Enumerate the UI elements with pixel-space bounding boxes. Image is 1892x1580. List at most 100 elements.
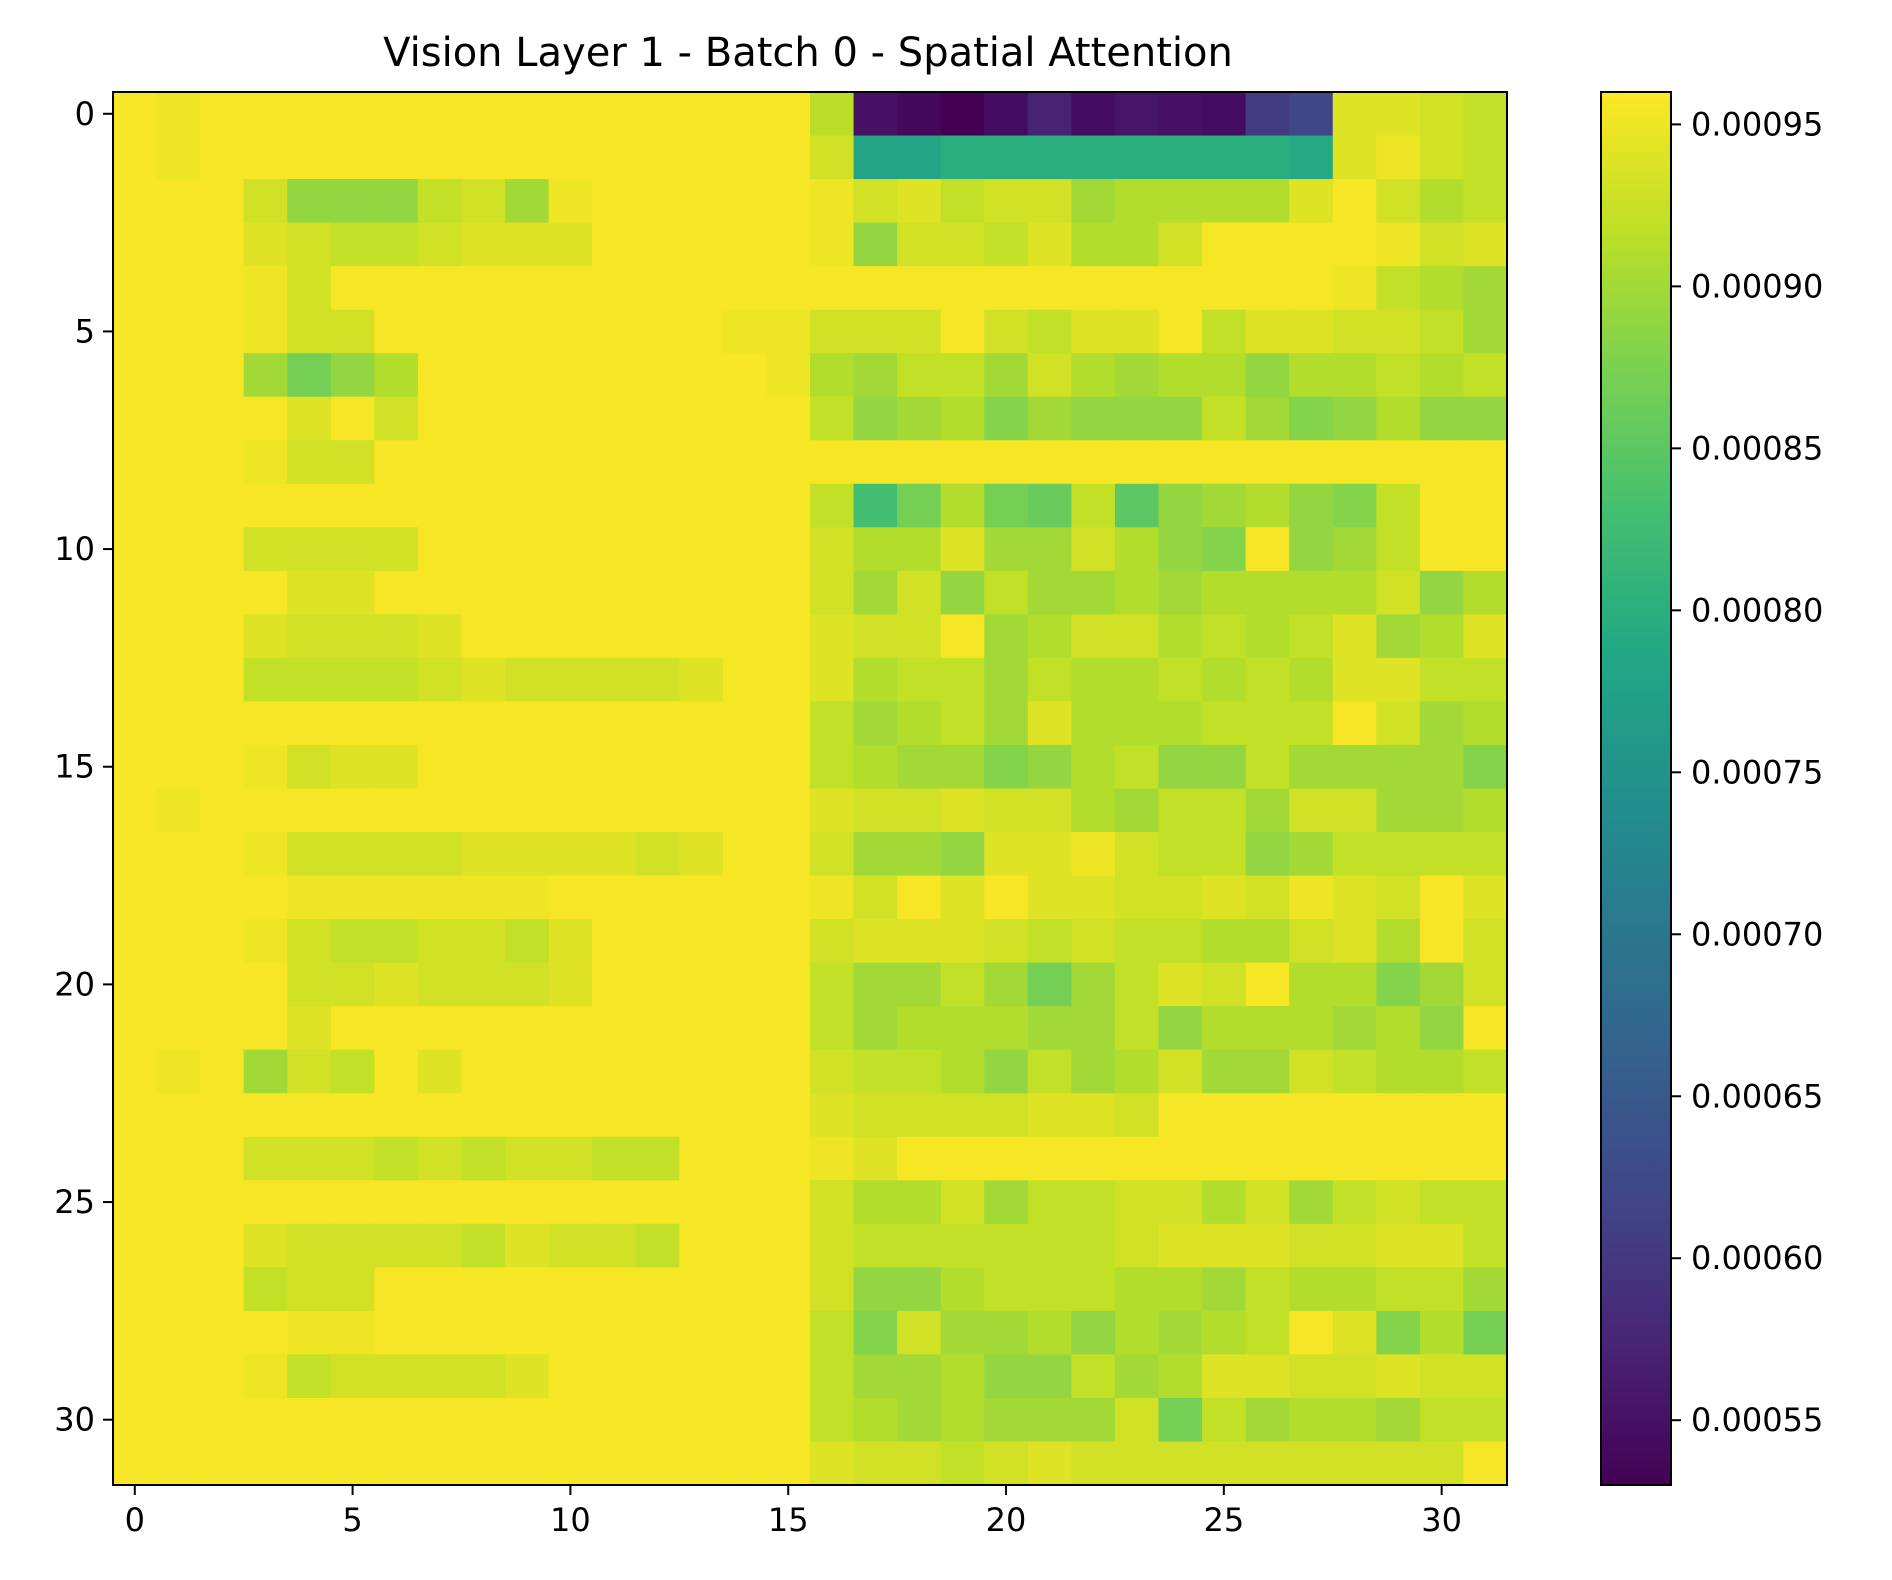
heatmap-cell <box>113 353 158 398</box>
heatmap-cell <box>243 919 288 964</box>
heatmap-cell <box>940 701 985 746</box>
heatmap-cell <box>243 657 288 703</box>
heatmap-cell <box>287 962 332 1007</box>
heatmap-cell <box>1419 527 1465 572</box>
heatmap-cell <box>374 875 419 920</box>
heatmap-cell <box>505 527 550 572</box>
heatmap-cell <box>1071 1093 1116 1138</box>
heatmap-cell <box>810 1049 855 1094</box>
heatmap-cell <box>810 483 855 528</box>
heatmap-cell <box>374 919 419 964</box>
heatmap-cell <box>548 92 593 137</box>
heatmap-cell <box>505 1397 550 1443</box>
heatmap-cell <box>1376 440 1421 485</box>
heatmap-cell <box>243 266 288 311</box>
heatmap-cell <box>1376 875 1421 920</box>
heatmap-cell <box>1202 179 1247 224</box>
heatmap-cell <box>853 701 898 746</box>
heatmap-cell <box>1114 614 1160 659</box>
colorbar-tick-label: 0.00085 <box>1691 429 1823 467</box>
heatmap-cell <box>722 657 768 703</box>
heatmap-cell <box>1071 92 1116 137</box>
heatmap-cell <box>548 614 593 659</box>
heatmap-cell <box>592 1397 637 1443</box>
heatmap-cell <box>1245 1441 1290 1486</box>
heatmap-cell <box>679 1006 724 1051</box>
heatmap-cell <box>461 266 506 311</box>
heatmap-cell <box>810 919 855 964</box>
heatmap-cell <box>897 1136 942 1181</box>
heatmap-cell <box>461 396 506 441</box>
heatmap-cell <box>1419 1354 1465 1399</box>
heatmap-cell <box>156 1441 201 1486</box>
heatmap-cell <box>897 353 942 398</box>
heatmap-cell <box>766 744 811 790</box>
heatmap-cell <box>1463 657 1508 703</box>
heatmap-cell <box>200 1354 245 1399</box>
heatmap-cell <box>461 657 506 703</box>
heatmap-cell <box>1114 222 1160 267</box>
heatmap-cell <box>1245 179 1290 224</box>
heatmap-cell <box>897 1441 942 1486</box>
heatmap-cell <box>1289 1397 1334 1443</box>
heatmap-cell <box>635 1441 680 1486</box>
heatmap-cell <box>635 483 680 528</box>
heatmap-cell <box>505 1136 550 1181</box>
y-tick-label: 30 <box>54 1401 95 1439</box>
heatmap-cell <box>1463 396 1508 441</box>
heatmap-cell <box>984 1441 1029 1486</box>
heatmap-cell <box>287 788 332 833</box>
heatmap-cell <box>243 614 288 659</box>
heatmap-cell <box>635 1354 680 1399</box>
heatmap-cell <box>461 1006 506 1051</box>
heatmap-cell <box>853 744 898 790</box>
heatmap-cell <box>1332 1397 1377 1443</box>
heatmap-cell <box>635 614 680 659</box>
heatmap-cell <box>156 483 201 528</box>
heatmap-cell <box>330 701 375 746</box>
heatmap-cell <box>766 1310 811 1356</box>
heatmap-cell <box>417 1397 463 1443</box>
heatmap-cell <box>287 353 332 398</box>
heatmap-cell <box>374 701 419 746</box>
heatmap-cell <box>287 1006 332 1051</box>
heatmap-cell <box>1158 1354 1203 1399</box>
heatmap-cell <box>1114 353 1160 398</box>
heatmap-cell <box>548 1397 593 1443</box>
heatmap-cell <box>113 222 158 267</box>
heatmap-cell <box>592 527 637 572</box>
heatmap-cell <box>1419 1180 1465 1225</box>
heatmap-cell <box>1027 701 1072 746</box>
heatmap-cell <box>940 1093 985 1138</box>
heatmap-cell <box>1027 92 1072 137</box>
heatmap-cell <box>766 1441 811 1486</box>
heatmap-cell <box>853 483 898 528</box>
heatmap-cell <box>1027 875 1072 920</box>
heatmap-cell <box>243 353 288 398</box>
heatmap-cell <box>635 222 680 267</box>
heatmap-cell <box>722 1267 768 1312</box>
heatmap-cell <box>548 222 593 267</box>
heatmap-cell <box>1114 440 1160 485</box>
heatmap-cell <box>374 440 419 485</box>
heatmap-cell <box>592 1006 637 1051</box>
heatmap-cell <box>679 1223 724 1268</box>
heatmap-cell <box>1289 1441 1334 1486</box>
heatmap-cell <box>156 440 201 485</box>
heatmap-cell <box>1245 266 1290 311</box>
heatmap-cell <box>374 1441 419 1486</box>
heatmap-cell <box>853 92 898 137</box>
heatmap-cell <box>156 701 201 746</box>
heatmap-cell <box>1114 1049 1160 1094</box>
heatmap-cell <box>200 135 245 180</box>
heatmap-cell <box>156 1354 201 1399</box>
heatmap-cell <box>853 266 898 311</box>
heatmap-cell <box>330 396 375 441</box>
heatmap-cell <box>1376 1354 1421 1399</box>
heatmap-cell <box>1114 744 1160 790</box>
heatmap-cell <box>1158 353 1203 398</box>
heatmap-cell <box>156 657 201 703</box>
heatmap-cell <box>1071 135 1116 180</box>
heatmap-cell <box>853 1006 898 1051</box>
heatmap-cell <box>505 657 550 703</box>
